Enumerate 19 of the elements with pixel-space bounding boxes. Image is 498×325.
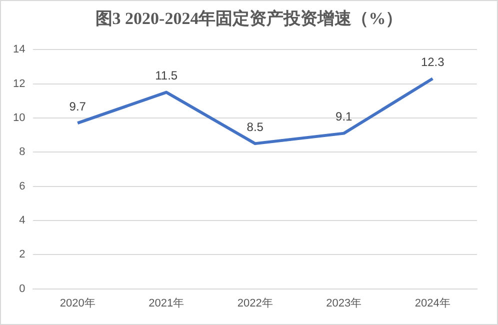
y-tick-label: 6 bbox=[19, 180, 26, 192]
x-tick-label: 2020年 bbox=[60, 297, 96, 310]
y-tick-label: 12 bbox=[12, 78, 26, 90]
y-tick-label: 14 bbox=[12, 44, 26, 56]
data-label: 12.3 bbox=[420, 54, 445, 69]
x-tick-label: 2024年 bbox=[414, 297, 450, 310]
data-label: 11.5 bbox=[155, 68, 178, 83]
x-tick-label: 2023年 bbox=[326, 297, 362, 310]
chart-title: 图3 2020-2024年固定资产投资增速（%） bbox=[94, 8, 404, 30]
data-label: 9.1 bbox=[336, 110, 353, 124]
x-tick-label: 2022年 bbox=[237, 297, 273, 310]
y-tick-label: 0 bbox=[19, 282, 26, 295]
x-tick-label: 2021年 bbox=[148, 297, 184, 310]
y-tick-label: 10 bbox=[12, 112, 26, 124]
y-tick-label: 2 bbox=[19, 248, 26, 261]
y-tick-label: 8 bbox=[19, 146, 26, 158]
y-tick-label: 4 bbox=[19, 214, 26, 226]
data-label: 9.7 bbox=[69, 99, 86, 114]
data-label: 8.5 bbox=[246, 120, 264, 134]
